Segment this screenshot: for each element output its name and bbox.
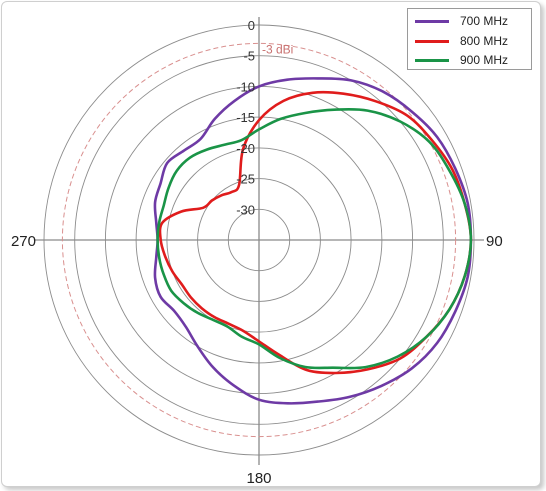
legend: 700 MHz 800 MHz 900 MHz [407,8,532,70]
legend-label-700: 700 MHz [460,14,509,28]
r-tick-label: -15 [236,110,255,125]
angle-label-90: 90 [486,233,503,250]
series-line-800-mhz [158,90,473,375]
legend-swatch-800 [415,40,449,43]
legend-item-700: 700 MHz [408,12,533,30]
series-layer [153,77,473,405]
r-tick-label: -25 [236,172,255,187]
legend-swatch-700 [415,20,449,23]
angle-label-180: 180 [246,470,271,487]
legend-item-800: 800 MHz [408,32,533,50]
reference-label: -3 dBi [262,42,293,56]
r-tick-label: -30 [236,202,255,217]
r-tick-label: 0 [248,18,255,33]
r-tick-label: -20 [236,141,255,156]
angle-label-270: 270 [11,233,36,250]
polar-grid [34,17,484,465]
legend-label-800: 800 MHz [460,34,509,48]
legend-swatch-900 [415,59,449,62]
legend-label-900: 900 MHz [460,53,509,67]
reference-circle [61,42,457,438]
r-tick-label: -10 [236,79,255,94]
label-layer: 0 -5 -10 -15 -20 -25 -30 -3 dBi 90 180 270 [11,18,503,487]
r-tick-label: -5 [243,49,255,64]
legend-item-900: 900 MHz [408,51,533,69]
series-line-700-mhz [153,77,473,405]
series-line-900-mhz [156,107,473,370]
